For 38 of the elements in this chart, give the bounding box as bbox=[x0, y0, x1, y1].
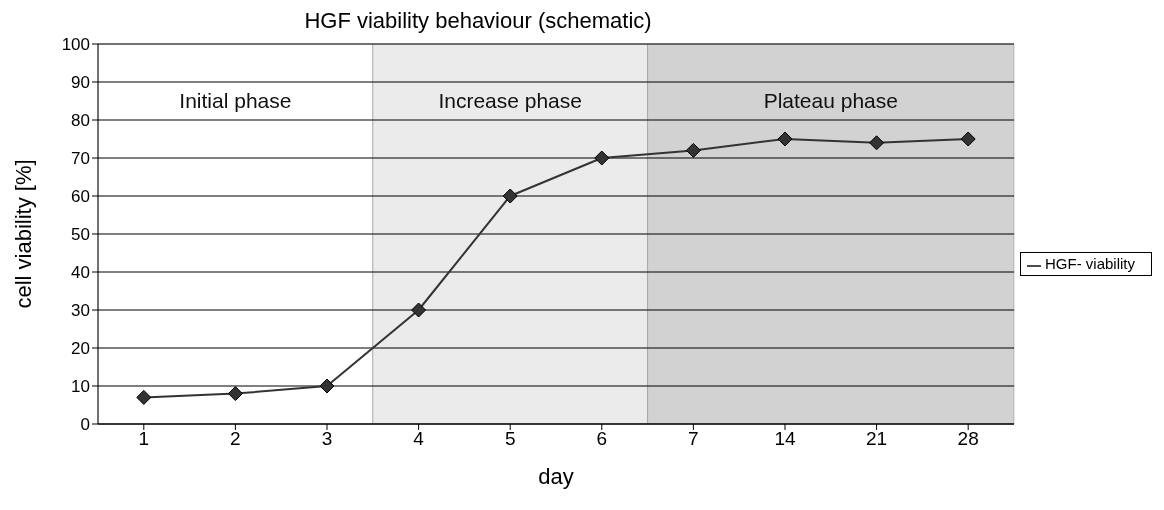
point bbox=[136, 389, 152, 405]
point bbox=[319, 378, 335, 394]
y-tick-label: 100 bbox=[61, 35, 90, 55]
legend-label: HGF- viability bbox=[1044, 255, 1135, 273]
point bbox=[411, 302, 427, 318]
x-tick-label: 1 bbox=[138, 428, 150, 450]
x-axis-title: day bbox=[538, 464, 574, 489]
y-tick-label: 20 bbox=[71, 339, 90, 359]
x-tick-label: 4 bbox=[413, 428, 425, 450]
y-tick-label: 40 bbox=[71, 263, 90, 283]
point bbox=[685, 142, 701, 158]
band-label: Increase phase bbox=[438, 88, 582, 112]
x-tick-label: 7 bbox=[688, 428, 699, 450]
x-tick-label: 5 bbox=[504, 428, 516, 450]
x-tick-label: 21 bbox=[866, 428, 888, 450]
y-axis-title: cell viability [%] bbox=[10, 159, 36, 309]
y-tick-label: 10 bbox=[71, 377, 90, 397]
chart-title: HGF viability behaviour (schematic) bbox=[303, 8, 653, 34]
point bbox=[777, 131, 793, 147]
y-tick-label: 50 bbox=[71, 225, 90, 245]
x-tick-label: 28 bbox=[957, 428, 979, 450]
y-tick-label: 90 bbox=[71, 73, 90, 93]
band-label: Initial phase bbox=[179, 88, 292, 112]
point bbox=[502, 188, 518, 204]
y-tick-label: 0 bbox=[80, 415, 90, 435]
point bbox=[869, 135, 885, 151]
y-tick-label: 80 bbox=[71, 111, 90, 131]
point bbox=[594, 150, 610, 166]
point bbox=[227, 386, 243, 402]
point bbox=[960, 131, 976, 147]
x-tick-label: 14 bbox=[774, 428, 796, 450]
x-tick-label: 6 bbox=[596, 428, 608, 450]
x-tick-label: 3 bbox=[321, 428, 333, 450]
y-tick-label: 60 bbox=[71, 187, 90, 207]
y-tick-label: 70 bbox=[71, 149, 90, 169]
band-label: Plateau phase bbox=[763, 88, 898, 112]
x-tick-label: 2 bbox=[230, 428, 241, 450]
y-tick-label: 30 bbox=[71, 301, 90, 321]
